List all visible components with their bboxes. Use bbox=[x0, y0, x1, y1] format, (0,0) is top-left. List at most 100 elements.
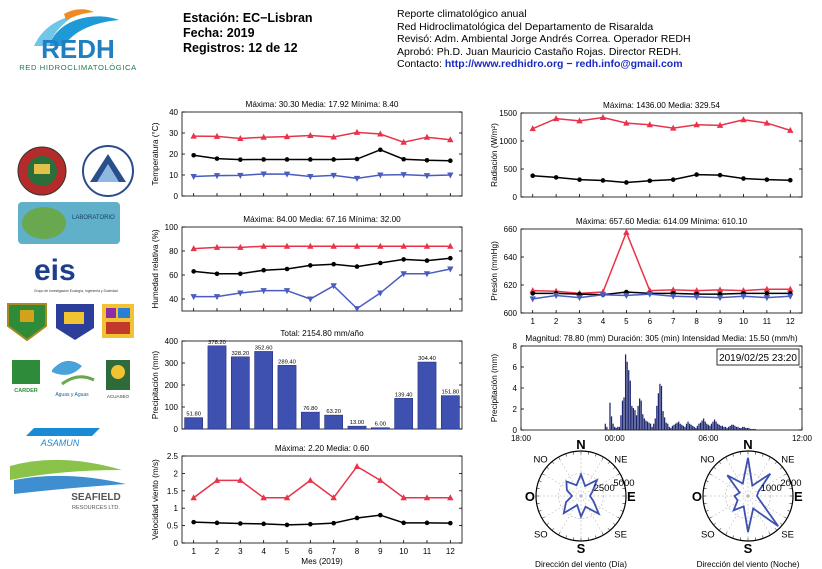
bar-value-label: 63.20 bbox=[326, 409, 341, 415]
cardinal-northeast: NE bbox=[781, 455, 794, 466]
event-bar bbox=[696, 425, 699, 430]
polar-tick bbox=[601, 456, 604, 460]
mean-marker bbox=[401, 156, 406, 162]
x-tick-label: 10 bbox=[399, 547, 408, 556]
precipitacion-chart: Total: 2154.80 mm/año 0 100 200 300 400 Precip… bbox=[151, 329, 463, 434]
x-tick-label: 06:00 bbox=[698, 434, 719, 443]
aguas-logo: Aguas y Aguas bbox=[52, 360, 95, 398]
x-tick-label: 7 bbox=[671, 317, 676, 326]
polar-spoke bbox=[747, 456, 771, 497]
event-bar bbox=[606, 426, 608, 430]
polar-tick bbox=[787, 510, 791, 512]
x-tick-label: 7 bbox=[331, 547, 336, 556]
event-bar bbox=[681, 424, 683, 430]
report-date: Fecha: 2019 bbox=[183, 26, 255, 40]
polar-tick bbox=[713, 466, 716, 470]
mean-marker bbox=[191, 269, 196, 274]
max-marker bbox=[213, 132, 221, 139]
bar-value-label: 352.60 bbox=[255, 345, 273, 351]
mean-marker bbox=[261, 267, 266, 273]
report-line-4: Aprobó: Ph.D. Juan Mauricio Castaño Roja… bbox=[397, 45, 682, 58]
y-tick-label: 40 bbox=[169, 295, 178, 304]
contact-url-link[interactable]: http://www.redhidro.org bbox=[444, 58, 564, 71]
max-marker bbox=[353, 462, 361, 469]
mean-marker bbox=[214, 271, 220, 277]
y-axis-label: Presión (mmHg) bbox=[490, 241, 499, 301]
bar bbox=[254, 351, 274, 430]
event-bar bbox=[614, 426, 616, 430]
max-marker bbox=[353, 242, 361, 249]
event-bar bbox=[670, 427, 672, 430]
y-axis-label: Velocidad viento (m/s) bbox=[151, 459, 160, 540]
x-tick-label: 2 bbox=[215, 547, 220, 556]
max-marker bbox=[237, 134, 244, 141]
event-bar bbox=[699, 422, 702, 430]
polar-tick bbox=[768, 456, 771, 460]
seafield-sublabel: RESOURCES LTD. bbox=[72, 505, 120, 511]
mean-marker bbox=[238, 157, 243, 162]
polar-tick bbox=[784, 473, 788, 476]
event-bar bbox=[723, 426, 725, 430]
event-bar bbox=[695, 427, 697, 430]
temperatura-chart: Máxima: 30.30 Media: 17.92 Mínima: 8.40 0… bbox=[151, 100, 463, 201]
max-marker bbox=[447, 242, 454, 249]
bar-value-label: 76.80 bbox=[303, 406, 318, 412]
cardinal-northeast: NE bbox=[614, 455, 627, 466]
mean-marker bbox=[448, 255, 453, 261]
x-tick-label: 8 bbox=[694, 317, 699, 326]
cardinal-southwest: SO bbox=[701, 529, 715, 540]
min-marker bbox=[740, 293, 747, 300]
polar-tick bbox=[588, 451, 590, 455]
event-bar bbox=[740, 427, 742, 430]
min-marker bbox=[377, 172, 384, 179]
event-bar bbox=[713, 419, 716, 430]
radiacion-chart: Máxima: 1436.00 Media: 329.54 0 500 1000 150… bbox=[490, 101, 803, 202]
cardinal-west: O bbox=[692, 489, 702, 504]
polar-tick bbox=[536, 487, 540, 489]
polar-tick bbox=[613, 522, 616, 526]
mean-marker bbox=[284, 522, 290, 528]
contact-email-link[interactable]: redh.info@gmail.com bbox=[575, 58, 683, 71]
polar-tick bbox=[780, 466, 783, 470]
event-bar bbox=[687, 421, 689, 430]
event-bar bbox=[749, 428, 752, 430]
event-bar bbox=[754, 428, 756, 430]
polar-tick bbox=[725, 456, 728, 460]
bar-value-label: 6.00 bbox=[375, 422, 386, 428]
event-bar bbox=[653, 423, 655, 430]
x-tick-label: 00:00 bbox=[605, 434, 626, 443]
y-tick-label: 0 bbox=[174, 192, 179, 201]
mean-marker bbox=[448, 520, 453, 526]
polar-tick bbox=[708, 473, 712, 476]
max-series-line bbox=[532, 116, 791, 132]
min-marker bbox=[400, 172, 407, 179]
event-bar bbox=[748, 427, 750, 430]
polar-tick bbox=[703, 503, 707, 505]
event-bar bbox=[738, 427, 741, 430]
max-series-line bbox=[532, 230, 791, 295]
polar-spoke bbox=[541, 495, 582, 519]
polar-tick bbox=[732, 453, 734, 457]
report-line-2: Red Hidroclimatológica del Departamento … bbox=[397, 20, 654, 33]
x-tick-label: 3 bbox=[577, 317, 582, 326]
event-bar bbox=[645, 420, 647, 430]
y-axis-label: Radiación (W/m²) bbox=[490, 123, 499, 187]
bar bbox=[347, 425, 367, 430]
max-marker bbox=[623, 228, 630, 235]
polar-tick bbox=[622, 487, 626, 489]
station-name: Estación: EC−Lisbran bbox=[183, 11, 313, 25]
event-bar bbox=[610, 416, 613, 430]
cardinal-southwest: SO bbox=[534, 529, 548, 540]
max-marker bbox=[283, 133, 291, 140]
mean-series-line bbox=[193, 257, 451, 275]
max-series-line bbox=[193, 131, 451, 144]
laboratory-logo: LABORATORIO bbox=[18, 202, 120, 244]
max-marker bbox=[787, 285, 794, 292]
y-tick-label: 10 bbox=[169, 171, 178, 180]
polar-tick bbox=[536, 503, 540, 505]
bar bbox=[324, 414, 344, 430]
polar-tick bbox=[774, 461, 778, 464]
event-bar bbox=[709, 425, 711, 430]
event-bar bbox=[704, 421, 706, 430]
ring-label-inner: 2500 bbox=[594, 483, 615, 494]
